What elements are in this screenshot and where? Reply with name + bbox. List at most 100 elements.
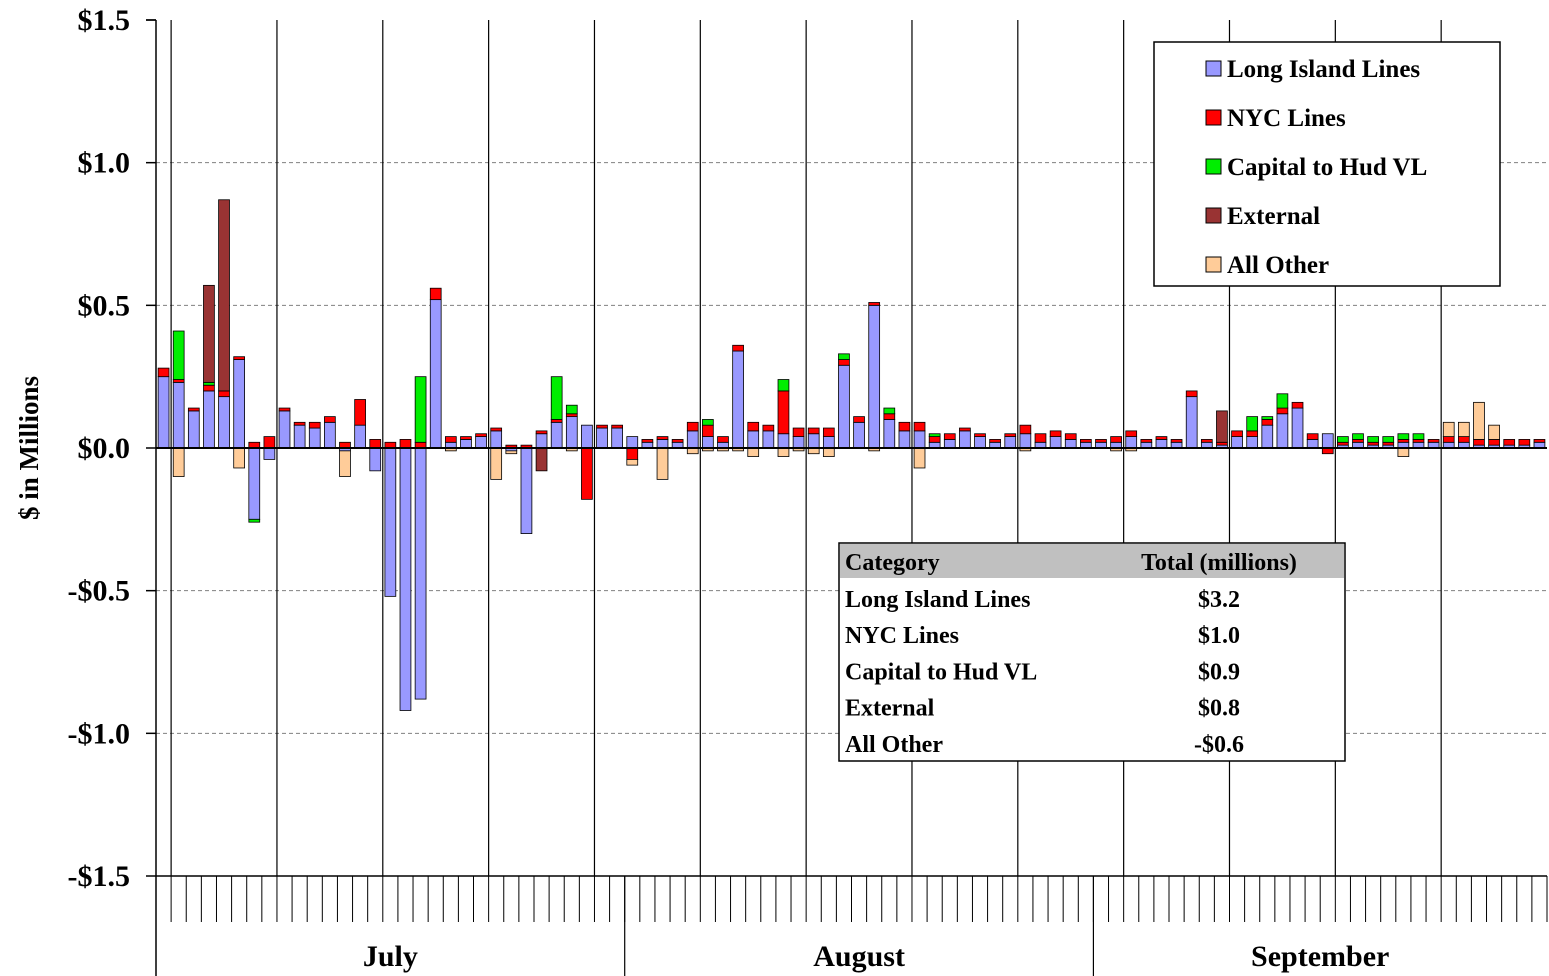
legend-swatch <box>1205 158 1222 175</box>
bar-segment <box>414 376 427 443</box>
bar-segment <box>203 390 215 449</box>
bar-segment <box>535 430 548 435</box>
legend: Long Island Lines NYC Lines Capital to Hud… <box>1153 41 1501 287</box>
bar-segment <box>807 427 820 435</box>
table-header-cell: Total (millions) <box>1141 550 1297 576</box>
bar-segment <box>1412 433 1425 440</box>
bar-segment <box>203 384 215 392</box>
bar-segment <box>187 410 200 449</box>
bar-segment <box>263 447 276 460</box>
bar-segment <box>747 430 760 449</box>
bar-segment <box>550 421 563 449</box>
bar-segment <box>339 450 351 477</box>
bar-segment <box>233 447 246 469</box>
y-tick-label: $0.5 <box>78 289 131 322</box>
bar-segment <box>293 424 306 449</box>
bar-segment <box>369 447 382 472</box>
bar-segment <box>550 419 563 423</box>
bar-segment <box>505 450 518 455</box>
table-box <box>838 542 1346 762</box>
bar-segment <box>490 427 503 432</box>
bar-segment <box>1261 424 1274 449</box>
bar-segment <box>596 424 608 429</box>
bar-segment <box>460 439 472 449</box>
bar-segment <box>913 430 926 449</box>
bar-segment <box>308 421 321 429</box>
bar-segment <box>898 421 911 432</box>
bar-segment <box>898 430 911 449</box>
legend-swatch <box>1205 60 1222 77</box>
bar-segment <box>913 421 926 432</box>
bar-segment <box>1397 439 1410 443</box>
bar-segment <box>1004 436 1017 449</box>
bar-segment <box>1170 439 1183 443</box>
bar-segment <box>822 436 835 449</box>
bar-segment <box>626 459 639 466</box>
bar-segment <box>324 421 336 449</box>
bar-segment <box>354 399 366 426</box>
legend-swatch <box>1205 207 1222 224</box>
bar-segment <box>777 379 790 392</box>
bar-segment <box>1110 436 1122 443</box>
bar-segment <box>263 436 276 449</box>
bar-segment <box>308 427 321 449</box>
bar-segment <box>702 436 714 449</box>
bar-segment <box>1261 419 1274 426</box>
bar-segment <box>702 419 714 426</box>
bar-segment <box>475 433 487 437</box>
bar-segment <box>565 404 578 415</box>
bar-segment <box>883 419 896 449</box>
bar-segment <box>822 447 835 457</box>
bar-layer <box>157 199 1546 711</box>
bar-segment <box>1367 436 1379 443</box>
table-cell: Capital to Hud VL <box>845 659 1037 685</box>
bar-segment <box>172 381 185 449</box>
table-header-cell: Category <box>845 550 940 576</box>
bar-segment <box>974 433 986 437</box>
bar-segment <box>1367 441 1379 446</box>
bar-segment <box>429 287 442 301</box>
bar-segment <box>868 302 881 306</box>
bar-segment <box>293 421 306 426</box>
bar-segment <box>1064 433 1077 440</box>
bar-segment <box>1155 436 1168 440</box>
bar-segment <box>218 390 230 398</box>
bar-segment <box>581 424 593 449</box>
bar-segment <box>187 407 200 412</box>
bar-segment <box>1306 433 1319 440</box>
bar-segment <box>883 413 896 420</box>
bar-segment <box>1095 439 1107 443</box>
bar-segment <box>792 436 805 449</box>
bar-segment <box>928 436 941 443</box>
bar-segment <box>1004 433 1017 437</box>
table-cell: All Other <box>845 732 943 758</box>
bar-segment <box>1246 430 1259 437</box>
bar-segment <box>1185 390 1198 398</box>
bar-segment <box>399 439 412 449</box>
table-header-bg <box>840 544 1344 578</box>
bar-segment <box>565 413 578 418</box>
bar-segment <box>535 447 548 472</box>
bar-segment <box>399 447 412 711</box>
legend-label: NYC Lines <box>1227 105 1346 132</box>
legend-swatch <box>1205 256 1222 273</box>
bar-segment <box>172 330 185 380</box>
bar-segment <box>838 364 850 449</box>
bar-segment <box>822 427 835 437</box>
bar-segment <box>747 421 760 432</box>
table-cell: Long Island Lines <box>845 587 1030 613</box>
summary-table: Category Total (millions) Long Island Line… <box>838 542 1346 762</box>
bar-segment <box>1246 436 1259 449</box>
bar-segment <box>1125 430 1138 437</box>
bar-segment <box>1473 401 1485 440</box>
bar-segment <box>490 430 503 449</box>
table-cell: NYC Lines <box>845 623 959 649</box>
bar-segment <box>157 376 170 449</box>
bar-segment <box>1276 393 1289 409</box>
bar-segment <box>943 433 956 440</box>
bar-segment <box>369 439 382 449</box>
bar-segment <box>838 359 850 366</box>
legend-swatch <box>1205 109 1222 126</box>
bar-segment <box>1276 413 1289 449</box>
bar-segment <box>1216 441 1228 446</box>
